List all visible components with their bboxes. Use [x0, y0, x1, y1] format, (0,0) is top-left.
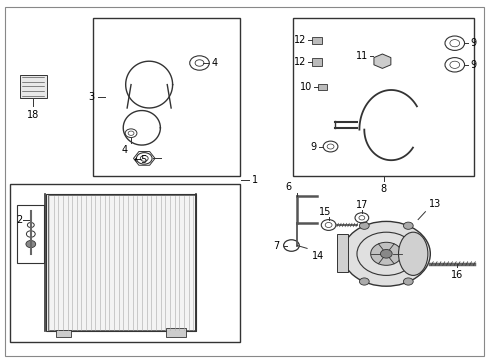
Bar	[20, 75, 47, 98]
Bar	[93, 18, 239, 176]
Circle shape	[359, 222, 368, 229]
Text: 11: 11	[355, 51, 367, 61]
Text: 17: 17	[355, 199, 367, 210]
Text: 8: 8	[380, 184, 386, 194]
Text: 7: 7	[273, 240, 279, 251]
Bar	[166, 328, 185, 337]
Circle shape	[359, 278, 368, 285]
Circle shape	[403, 222, 412, 229]
Bar	[48, 195, 194, 330]
Bar	[46, 194, 195, 331]
Bar	[337, 234, 347, 272]
Bar	[293, 18, 473, 176]
Text: 2: 2	[17, 215, 22, 225]
Text: 12: 12	[293, 57, 305, 67]
Polygon shape	[373, 54, 390, 68]
Bar	[311, 37, 321, 44]
Text: 14: 14	[311, 251, 324, 261]
Circle shape	[403, 278, 412, 285]
Circle shape	[380, 249, 391, 258]
Text: 16: 16	[450, 270, 463, 280]
Text: 10: 10	[299, 82, 311, 92]
Ellipse shape	[398, 232, 427, 275]
Circle shape	[342, 221, 429, 286]
Circle shape	[370, 242, 401, 265]
Circle shape	[26, 240, 36, 248]
Text: 6: 6	[285, 181, 291, 192]
Text: 3: 3	[88, 92, 94, 102]
Bar	[56, 330, 71, 337]
Text: ←5: ←5	[133, 155, 147, 165]
Text: 15: 15	[318, 207, 331, 217]
Text: 9: 9	[469, 60, 476, 70]
Text: 18: 18	[27, 110, 40, 120]
Text: 4: 4	[122, 145, 127, 155]
Text: 1: 1	[251, 175, 258, 185]
Text: 9: 9	[310, 141, 316, 152]
Bar	[10, 184, 239, 342]
Text: 13: 13	[428, 199, 441, 209]
Bar	[17, 205, 44, 263]
Text: 9: 9	[469, 38, 476, 48]
Text: 12: 12	[293, 35, 305, 45]
Text: 4: 4	[211, 58, 217, 68]
Bar	[311, 58, 321, 66]
Bar	[317, 84, 326, 90]
